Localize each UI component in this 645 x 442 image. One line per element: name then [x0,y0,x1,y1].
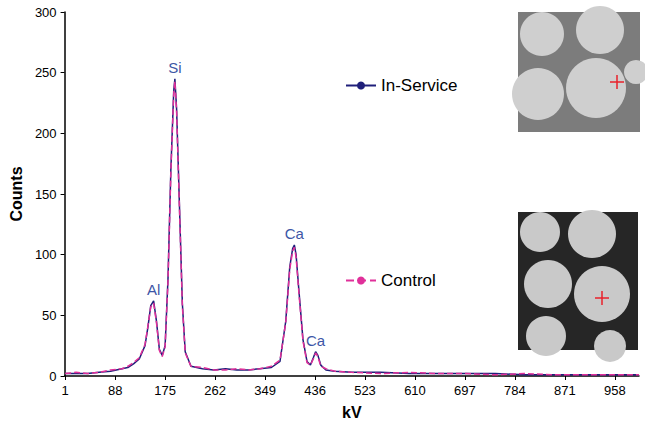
svg-text:523: 523 [354,383,376,398]
svg-text:871: 871 [554,383,576,398]
svg-text:Control: Control [381,271,436,290]
svg-text:In-Service: In-Service [381,76,458,95]
svg-text:1: 1 [62,383,69,398]
svg-text:Ca: Ca [285,225,305,242]
svg-text:Counts: Counts [8,166,25,221]
svg-text:349: 349 [254,383,276,398]
svg-text:300: 300 [35,5,57,20]
svg-text:0: 0 [49,369,56,384]
svg-text:958: 958 [604,383,626,398]
svg-text:250: 250 [35,65,57,80]
svg-text:Al: Al [147,281,160,298]
svg-text:Ca: Ca [306,332,326,349]
svg-text:200: 200 [35,126,57,141]
svg-text:Si: Si [168,59,181,76]
svg-text:150: 150 [35,187,57,202]
svg-text:100: 100 [35,247,57,262]
svg-text:784: 784 [504,383,526,398]
svg-text:697: 697 [454,383,476,398]
svg-text:262: 262 [204,383,226,398]
svg-text:88: 88 [108,383,122,398]
svg-text:610: 610 [404,383,426,398]
svg-text:50: 50 [42,308,56,323]
svg-text:436: 436 [304,383,326,398]
svg-text:175: 175 [154,383,176,398]
svg-text:kV: kV [342,404,362,421]
